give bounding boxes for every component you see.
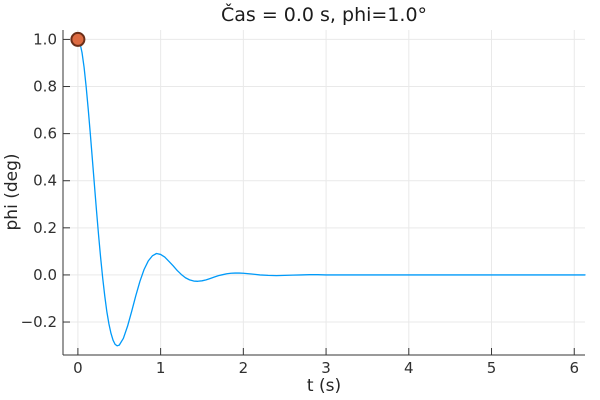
- y-axis-label: phi (deg): [2, 154, 22, 231]
- series-line-group: [77, 38, 586, 347]
- x-tick-label: 2: [239, 359, 249, 377]
- phi-trajectory-line: [77, 38, 586, 347]
- y-tick-label: 0.0: [33, 266, 57, 284]
- gridlines: [63, 30, 585, 355]
- x-tick-label: 3: [321, 359, 331, 377]
- y-tick-label: 0.6: [33, 125, 57, 143]
- series-marker-group: [70, 31, 86, 47]
- x-tick-label: 1: [156, 359, 166, 377]
- y-tick-label: 0.4: [33, 172, 57, 190]
- current-position-marker: [70, 31, 86, 47]
- chart-title: Čas = 0.0 s, phi=1.0°: [221, 2, 427, 26]
- y-tick-label: 1.0: [33, 30, 57, 48]
- x-tick-label: 5: [487, 359, 497, 377]
- y-tick-label: 0.8: [33, 78, 57, 96]
- x-tick-label: 6: [569, 359, 579, 377]
- axes: 0 1 2 3 4 5 6 −0.2 0.0 0.2 0.4 0.6 0.8 1.0: [21, 30, 585, 377]
- y-tick-label: 0.2: [33, 219, 57, 237]
- x-tick-label: 4: [404, 359, 414, 377]
- x-axis-label: t (s): [307, 376, 341, 396]
- x-tick-label: 0: [73, 359, 83, 377]
- y-tick-label: −0.2: [21, 313, 57, 331]
